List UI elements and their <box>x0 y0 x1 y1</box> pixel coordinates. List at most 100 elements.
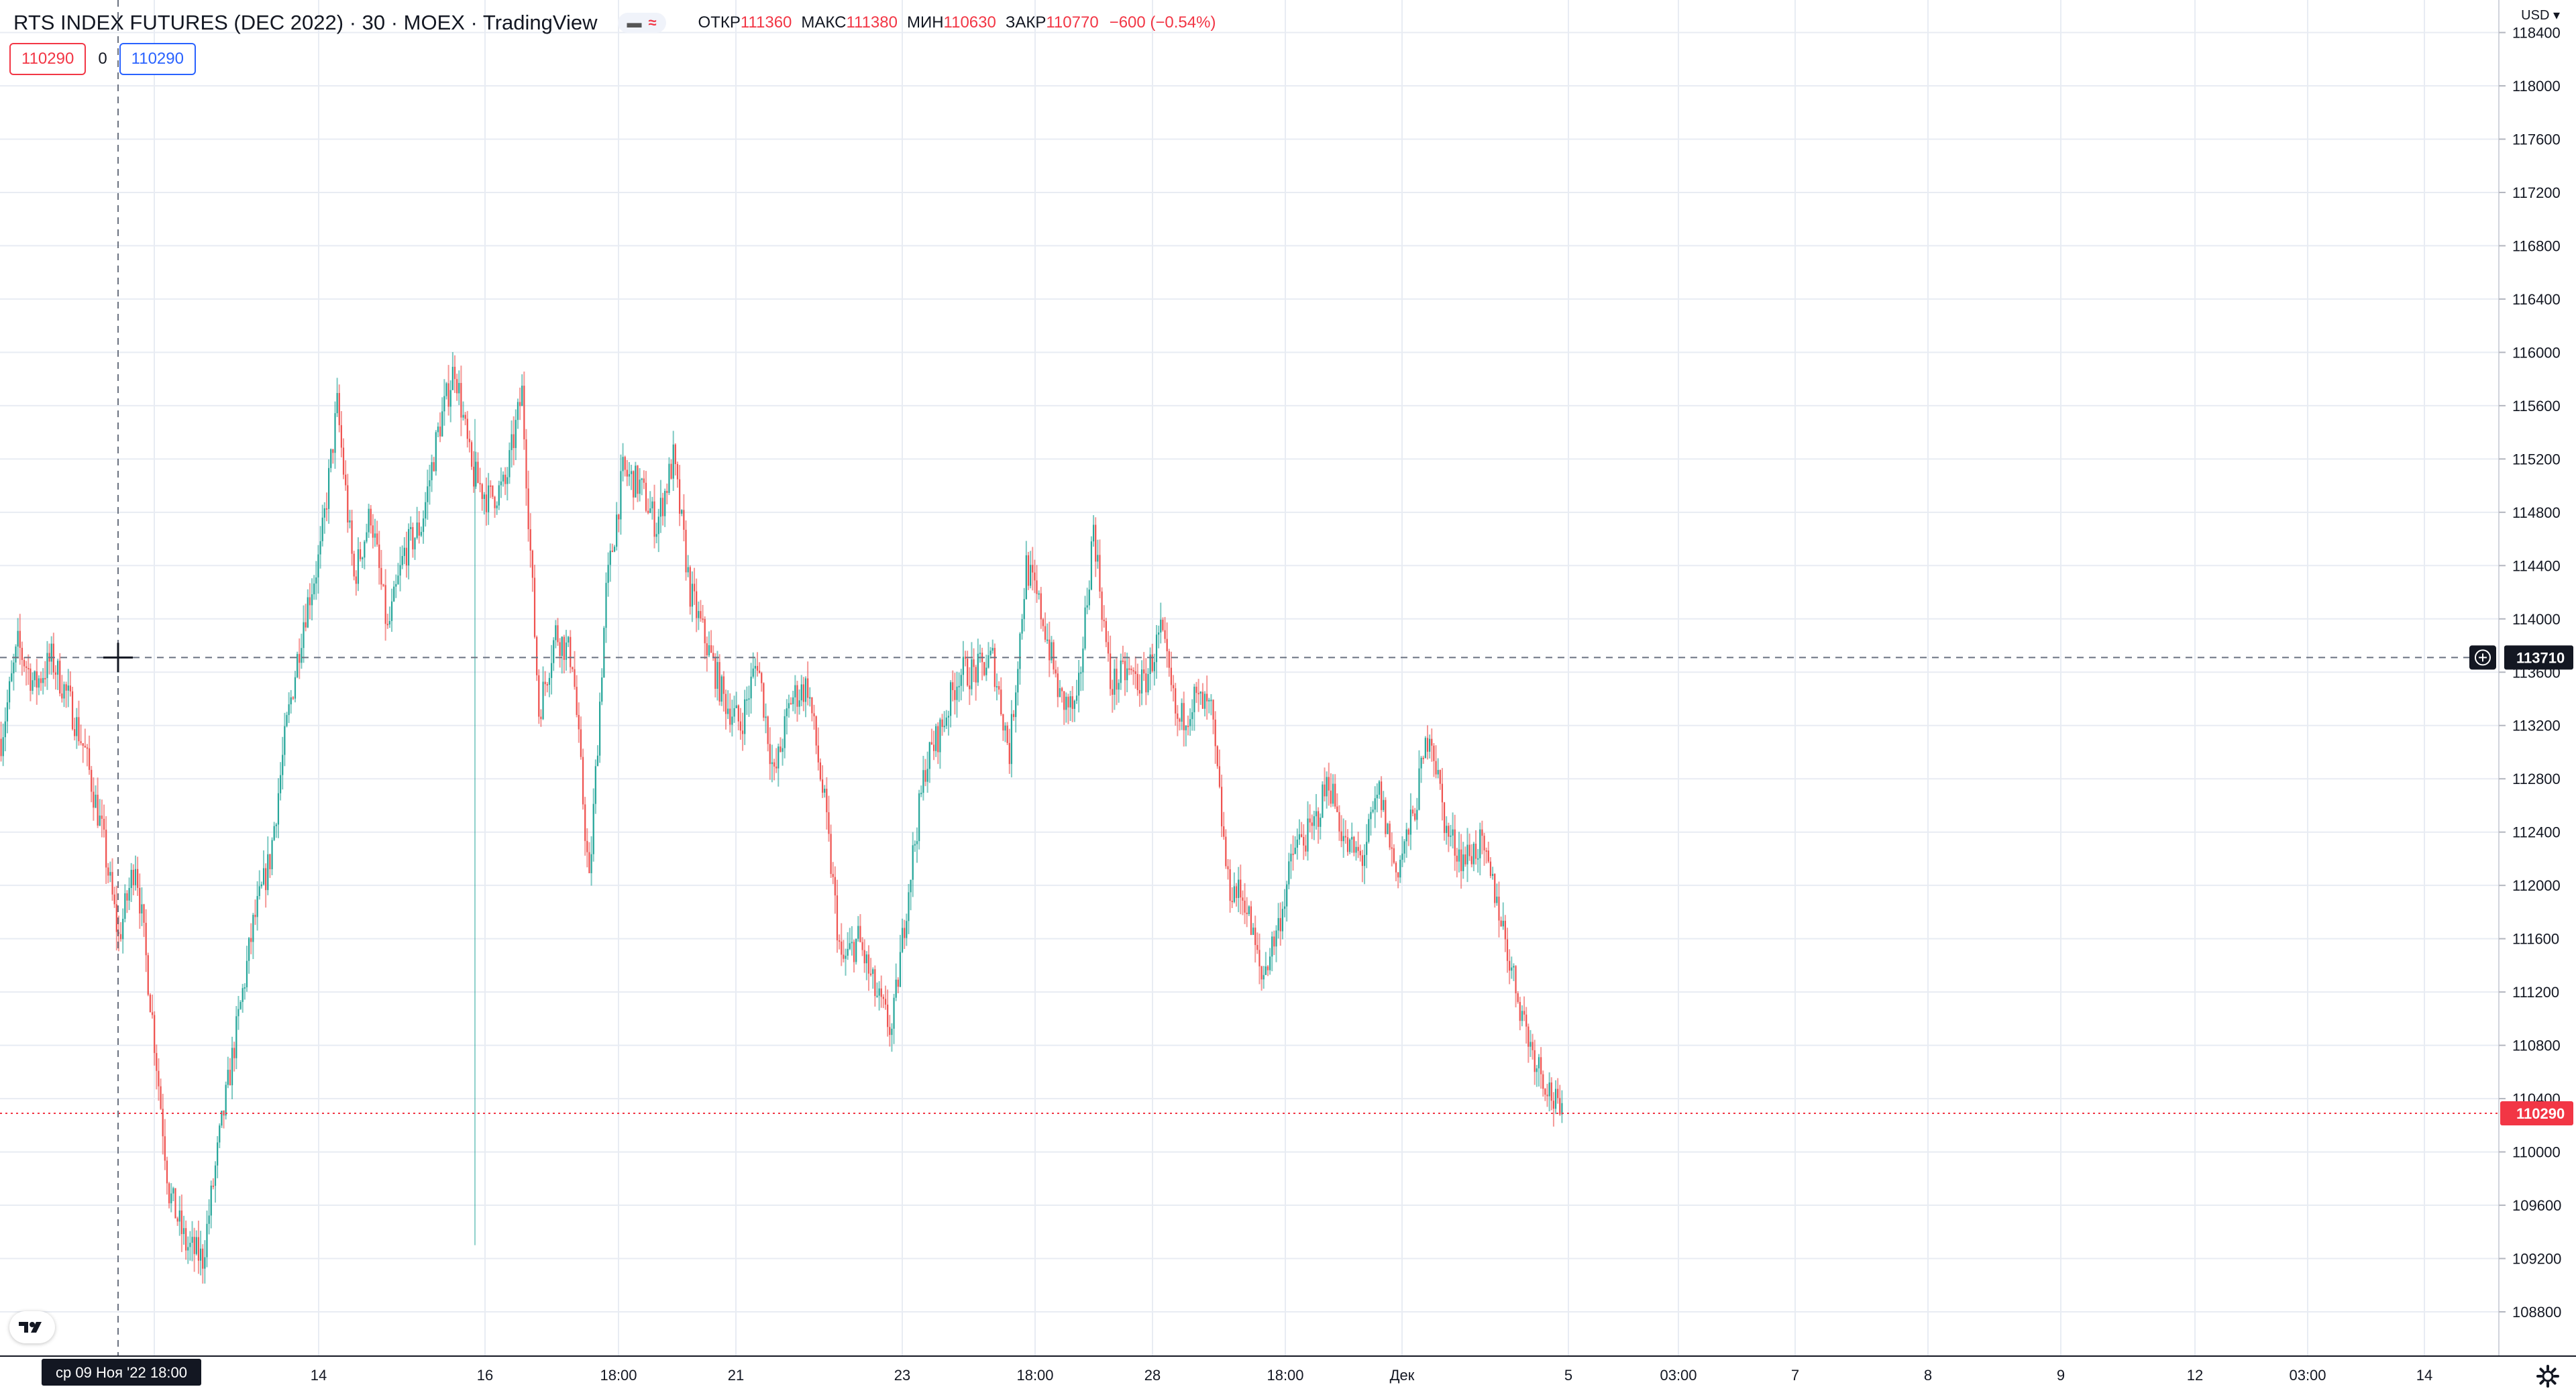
candle <box>1309 804 1311 833</box>
candle <box>1483 832 1485 866</box>
candle-body <box>706 643 708 656</box>
candle-body <box>991 648 994 651</box>
candle <box>1506 928 1509 973</box>
candle <box>1557 1078 1559 1104</box>
candle <box>1458 832 1460 873</box>
candle-body <box>254 915 256 917</box>
candle <box>1540 1047 1542 1089</box>
candle-body <box>490 485 492 487</box>
tradingview-logo-icon[interactable] <box>9 1311 55 1343</box>
candle <box>874 965 876 1007</box>
candle <box>945 710 947 729</box>
candle-body <box>139 887 141 913</box>
candle <box>1519 997 1521 1031</box>
candle-body <box>109 872 111 876</box>
candle-body <box>1000 689 1002 715</box>
candle <box>1487 841 1489 864</box>
candle-body <box>1489 861 1492 877</box>
candle-body <box>599 702 601 756</box>
candle <box>328 459 330 524</box>
price-axis[interactable]: 1088001092001096001100001104001108001112… <box>2498 0 2576 1395</box>
candle <box>561 636 563 674</box>
candle-body <box>996 686 998 688</box>
y-tick-label: 114000 <box>2512 611 2561 628</box>
candle-body <box>924 770 926 782</box>
candle <box>815 715 817 755</box>
candle <box>1071 686 1073 722</box>
candle-body <box>1140 669 1143 694</box>
candle <box>744 689 746 745</box>
candle-body <box>1185 726 1187 730</box>
candle-body <box>967 659 969 686</box>
candle-body <box>1124 661 1126 681</box>
candle <box>273 822 275 842</box>
time-axis[interactable]: 14 16 18:00 21 23 18:00 28 18:00 Дек 5 03:00 7 8 9 12 0… <box>0 1355 2576 1395</box>
candle-body <box>1069 696 1071 708</box>
candle <box>1260 965 1263 991</box>
candle <box>1351 822 1353 853</box>
candle-body <box>403 547 405 557</box>
candle <box>698 601 700 630</box>
symbol-title[interactable]: RTS INDEX FUTURES (DEC 2022) · 30 · MOEX… <box>13 11 598 34</box>
candle-body <box>1311 822 1313 826</box>
candle <box>594 759 596 814</box>
candle <box>1332 774 1334 807</box>
candle-body <box>580 729 582 757</box>
plus-circle-icon[interactable] <box>2469 645 2496 670</box>
candle-body <box>674 444 676 464</box>
candle-body <box>977 653 979 683</box>
candle-body <box>1487 850 1489 862</box>
candle <box>979 645 981 663</box>
candle-body <box>1199 691 1201 694</box>
candle-body <box>1502 920 1504 927</box>
candle <box>223 1110 225 1129</box>
candle <box>798 689 800 715</box>
candle-body <box>574 669 576 687</box>
candle-body <box>225 1084 227 1116</box>
candle <box>601 668 603 706</box>
candle-body <box>231 1048 233 1086</box>
candle-body <box>1326 777 1328 797</box>
candle-body <box>645 482 647 511</box>
candle <box>1550 1077 1552 1111</box>
candle-body <box>720 676 722 702</box>
candle <box>208 1199 210 1235</box>
candle <box>1254 915 1256 963</box>
open-value: 111360 <box>740 13 792 32</box>
gear-icon[interactable] <box>2534 1363 2561 1390</box>
candle-body <box>899 952 902 987</box>
candle-body <box>13 662 15 673</box>
sell-button[interactable]: 110290 <box>9 43 87 75</box>
candle-body <box>445 383 447 396</box>
candle-body <box>1359 850 1361 856</box>
candle-body <box>1164 630 1166 639</box>
buy-button[interactable]: 110290 <box>119 43 196 75</box>
candle-body <box>93 791 95 808</box>
candle-body <box>1206 693 1208 702</box>
candle-body <box>1235 886 1238 898</box>
candle-body <box>1132 670 1134 672</box>
legend-toggle-pill[interactable]: ▬ ≈ <box>617 13 666 33</box>
candle <box>1286 881 1288 922</box>
candle-body <box>59 661 61 694</box>
candle-body <box>889 1027 891 1036</box>
candle-body <box>1353 836 1355 853</box>
candle <box>924 759 926 787</box>
candle-body <box>141 904 143 913</box>
candle-body <box>744 699 746 734</box>
candle-body <box>323 508 325 518</box>
candle-body <box>370 508 372 526</box>
candle-body <box>172 1188 174 1194</box>
candle-body <box>1536 1068 1538 1072</box>
candle-body <box>1187 726 1189 728</box>
y-tick-label: 111600 <box>2512 931 2559 948</box>
candle <box>13 653 15 691</box>
candle-body <box>1271 936 1273 957</box>
candle-body <box>1138 689 1141 694</box>
currency-selector[interactable]: USD ▾ <box>2521 7 2560 23</box>
candle-body <box>884 999 887 1005</box>
candle-body <box>839 940 841 942</box>
candle-body <box>937 726 939 752</box>
candle <box>1021 614 1023 640</box>
